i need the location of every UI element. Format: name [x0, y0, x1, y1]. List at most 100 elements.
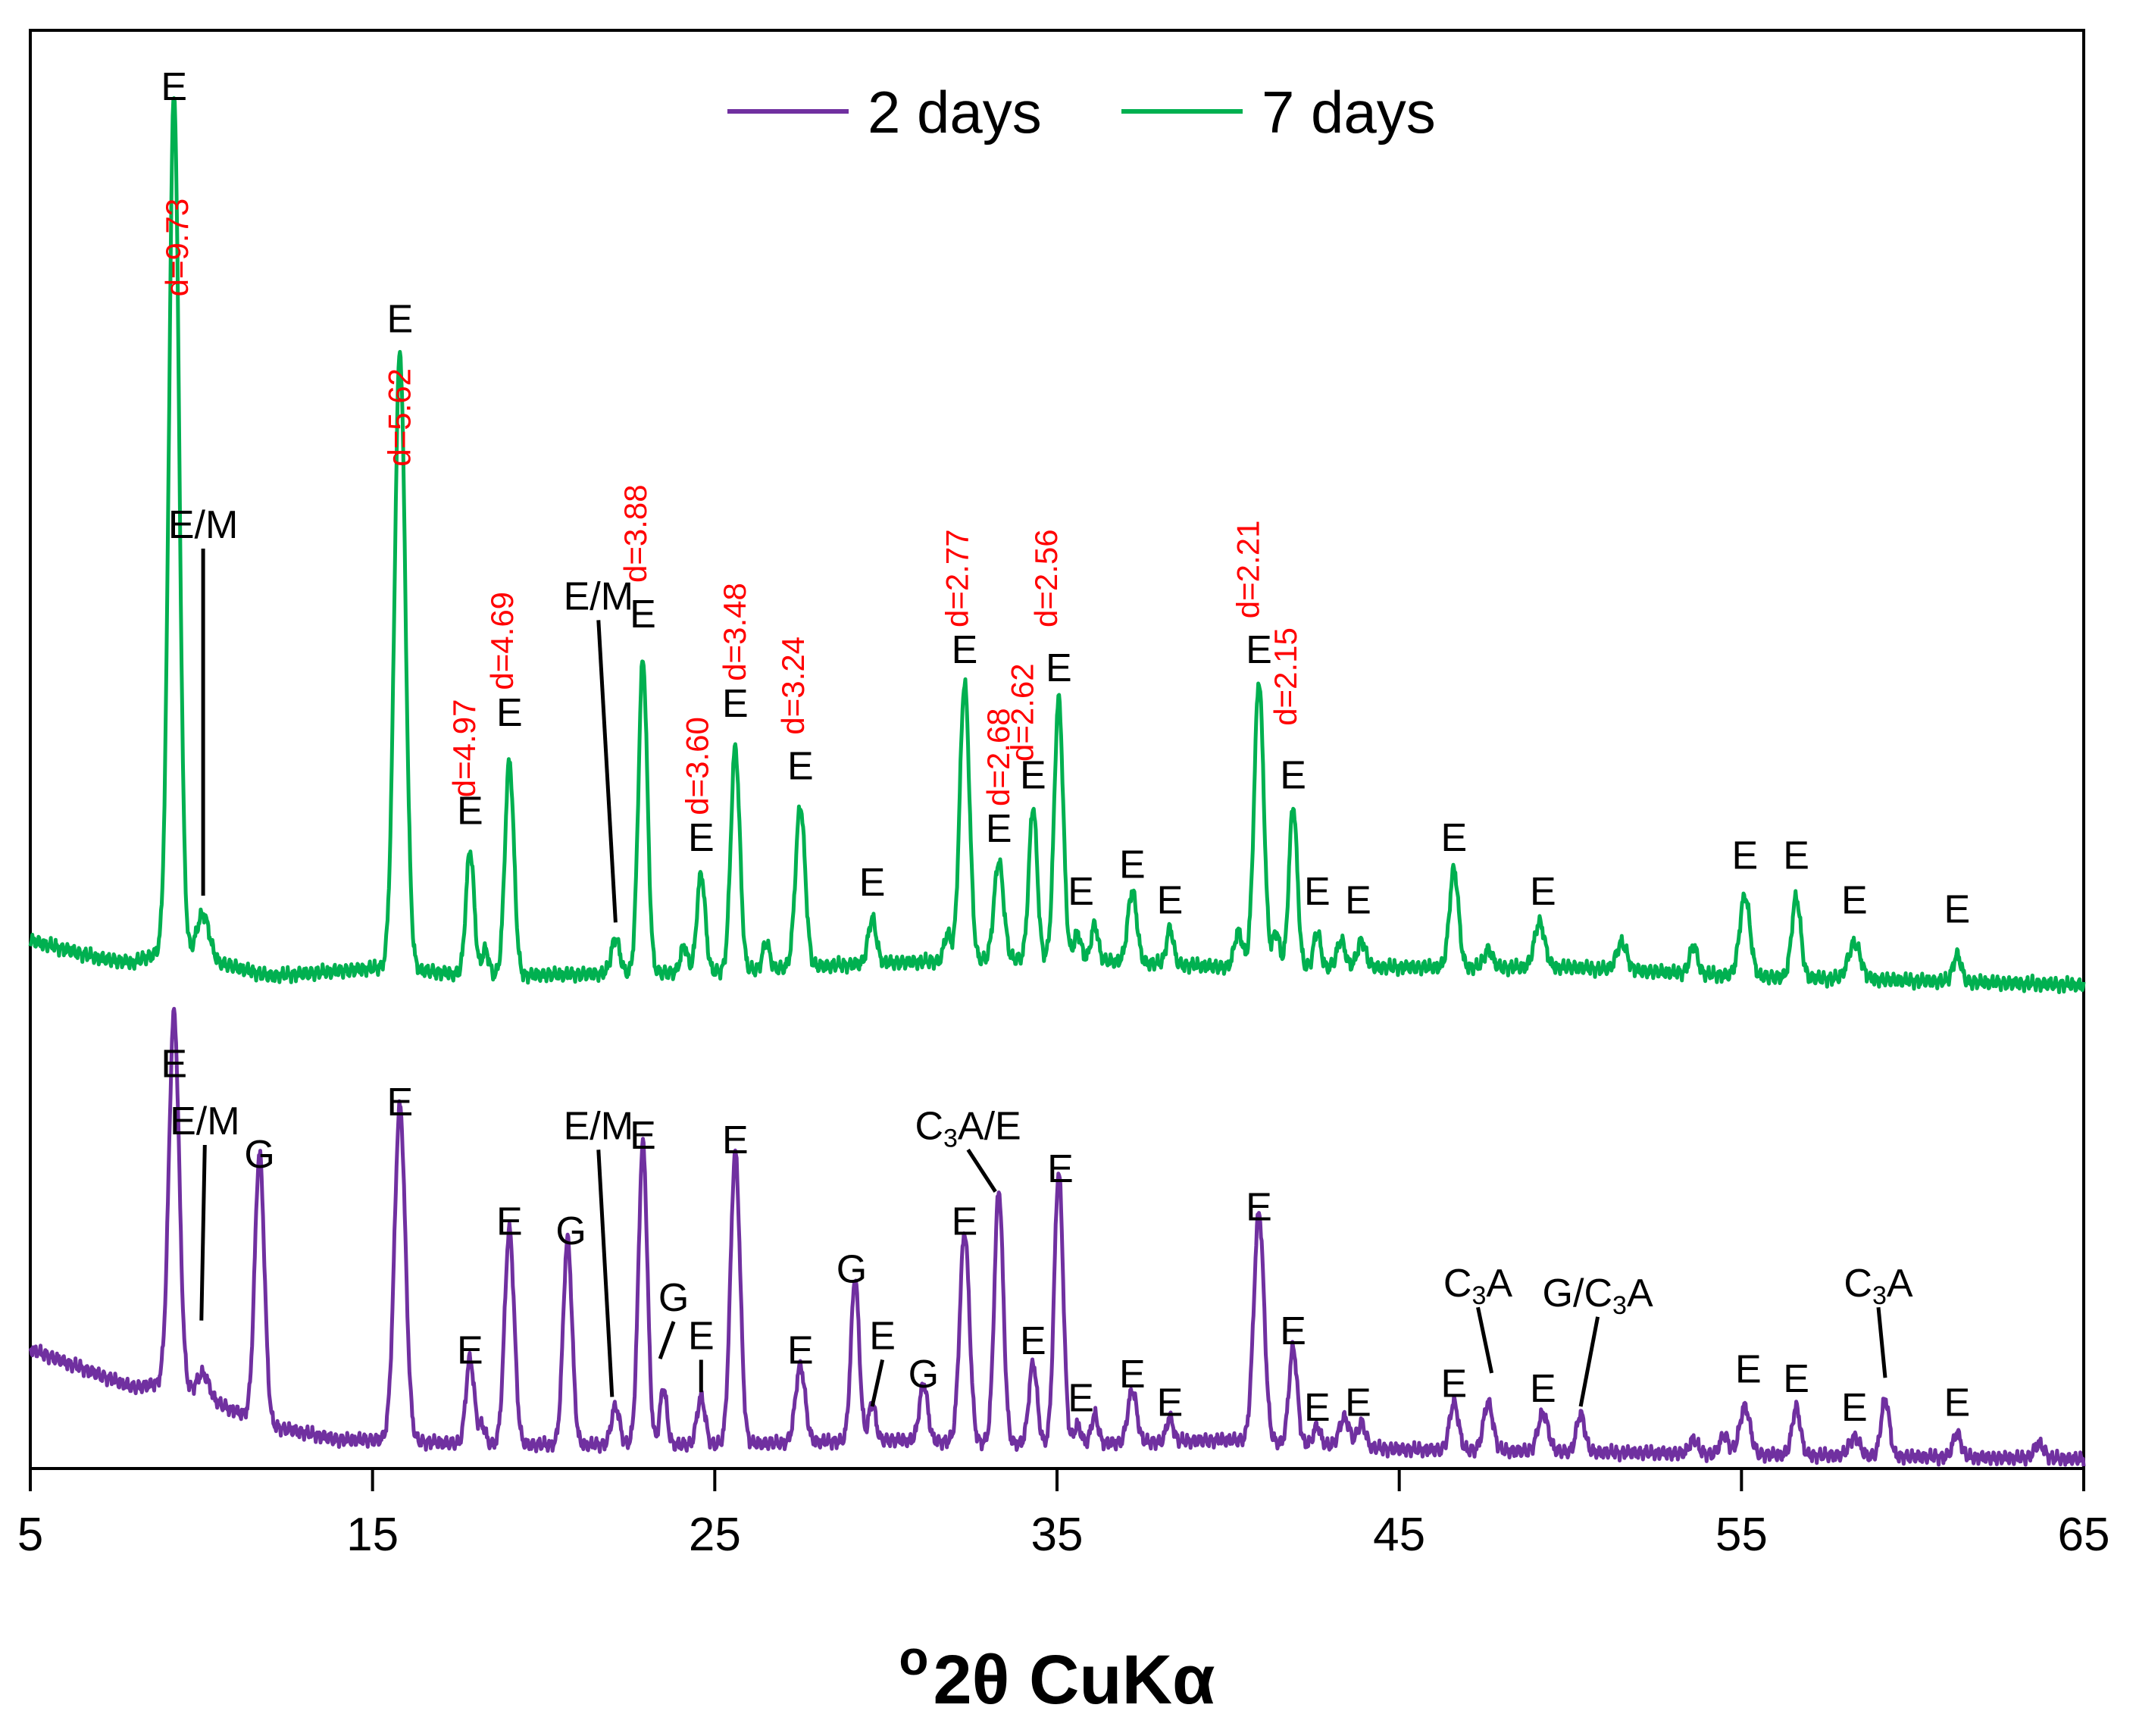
d-spacing-label: d=4.69 — [484, 592, 520, 690]
peak-label: E — [787, 745, 814, 789]
peak-leader-line — [199, 1144, 207, 1321]
peak-label: G — [909, 1353, 939, 1397]
x-tick-label: 55 — [1715, 1509, 1768, 1561]
x-axis-title-degree: o — [899, 1631, 928, 1685]
peak-label: E — [1735, 1348, 1762, 1392]
peak-label: E/M — [564, 574, 633, 618]
peak-leader-line — [596, 620, 618, 923]
peak-label: E — [1119, 843, 1146, 887]
peak-label: E — [457, 790, 483, 834]
d-spacing-label: d=5.62 — [381, 368, 417, 467]
series-line-2-days — [28, 1006, 2086, 1467]
peak-label: E — [1020, 1319, 1046, 1363]
d-spacing-label: d=2.56 — [1028, 529, 1064, 627]
peak-label: E/M — [170, 1099, 239, 1143]
peak-leader-line — [1578, 1316, 1600, 1407]
series-layer — [28, 96, 2086, 1467]
peak-label: E — [1732, 834, 1759, 878]
peak-label: E — [386, 298, 413, 342]
peak-label: G — [658, 1276, 689, 1320]
d-spacing-label: d=3.88 — [618, 484, 653, 583]
peak-label: E — [1783, 834, 1809, 878]
peak-label: E — [1345, 1381, 1371, 1425]
peak-label: E — [1944, 1381, 1971, 1425]
peak-leader-line — [658, 1321, 676, 1359]
d-spacing-label: d=2.62 — [1004, 663, 1040, 762]
peak-label: C3A/E — [915, 1104, 1021, 1153]
d-spacing-label: d=2.68 — [980, 708, 1016, 806]
d-spacing-label: d=2.21 — [1231, 521, 1266, 619]
leader-layer — [199, 549, 1887, 1407]
peak-label: E — [1280, 1309, 1306, 1353]
peak-label: E — [1119, 1353, 1146, 1397]
peak-label: E — [1068, 870, 1094, 914]
peak-leader-line — [1476, 1306, 1494, 1374]
x-axis-ticks: 5 15 25 35 45 55 65 — [17, 1469, 2109, 1561]
x-tick-label: 5 — [17, 1509, 43, 1561]
peak-leader-line — [596, 1150, 615, 1397]
peak-label: E — [986, 807, 1012, 851]
peak-label: E — [1345, 879, 1371, 923]
x-tick-label: 15 — [346, 1509, 399, 1561]
series-line-7-days — [28, 96, 2086, 994]
peak-label: E — [1841, 879, 1868, 923]
d-spacing-label: d=3.24 — [775, 637, 811, 735]
d-spacing-label: d=2.77 — [940, 529, 975, 627]
peak-label: E — [161, 65, 187, 109]
peak-label: G — [244, 1133, 274, 1177]
peak-label: E — [1304, 870, 1331, 914]
peak-label: E — [1530, 870, 1556, 914]
peak-label: E — [1280, 753, 1306, 797]
peak-label: E — [1157, 879, 1184, 923]
d-spacing-label: d=2.15 — [1268, 627, 1303, 726]
d-spacing-label: d=9.73 — [159, 199, 195, 297]
peak-label: E — [630, 593, 656, 637]
peak-label: E — [630, 1114, 656, 1158]
legend-label-7-days: 7 days — [1262, 79, 1436, 145]
peak-label: E — [1246, 628, 1272, 672]
peak-label: C3A — [1844, 1262, 1912, 1310]
peak-label: E — [859, 861, 886, 905]
peak-label: E — [722, 1118, 749, 1162]
peak-label: E — [1783, 1357, 1809, 1401]
peak-label: E — [688, 816, 715, 860]
peak-label: E — [457, 1328, 483, 1372]
peak-label: E — [1841, 1386, 1868, 1430]
peak-label: G — [555, 1209, 586, 1253]
d-spacing-label: d=4.97 — [446, 699, 482, 798]
peak-label: E — [1246, 1185, 1272, 1229]
peak-label: G/C3A — [1543, 1272, 1653, 1320]
x-axis-title: o2θ CuKα — [899, 1631, 1215, 1719]
legend: 2 days 7 days — [727, 79, 1436, 145]
legend-label-2-days: 2 days — [868, 79, 1042, 145]
peak-leader-line — [1876, 1306, 1887, 1378]
peak-label: E — [1944, 887, 1971, 931]
peak-label: E — [722, 682, 749, 726]
peak-label: E/M — [168, 503, 238, 547]
peak-label: E — [161, 1042, 187, 1086]
peak-label: E — [1441, 816, 1468, 860]
peak-label: E — [496, 691, 523, 735]
peak-label: E — [386, 1081, 413, 1124]
peak-label: G — [837, 1247, 867, 1291]
x-tick-label: 25 — [689, 1509, 741, 1561]
peak-label: E — [1068, 1376, 1094, 1420]
x-axis-title-main: 2θ CuKα — [934, 1641, 1215, 1719]
peak-label: E — [1530, 1367, 1556, 1411]
x-tick-label: 35 — [1031, 1509, 1084, 1561]
peak-label: E — [869, 1315, 896, 1359]
peak-label: E — [952, 628, 978, 672]
peak-label: E — [787, 1328, 814, 1372]
peak-label: C3A — [1443, 1262, 1512, 1310]
peak-leader-line — [966, 1148, 997, 1193]
peak-label: E — [1157, 1381, 1184, 1425]
peak-label: E — [1304, 1386, 1331, 1430]
peak-label: E — [1046, 646, 1072, 690]
peak-label: E — [1020, 753, 1046, 797]
d-spacing-label: d=3.48 — [717, 583, 752, 681]
x-tick-label: 45 — [1373, 1509, 1425, 1561]
peak-label: E — [1047, 1147, 1074, 1191]
peak-label: E — [688, 1315, 715, 1359]
